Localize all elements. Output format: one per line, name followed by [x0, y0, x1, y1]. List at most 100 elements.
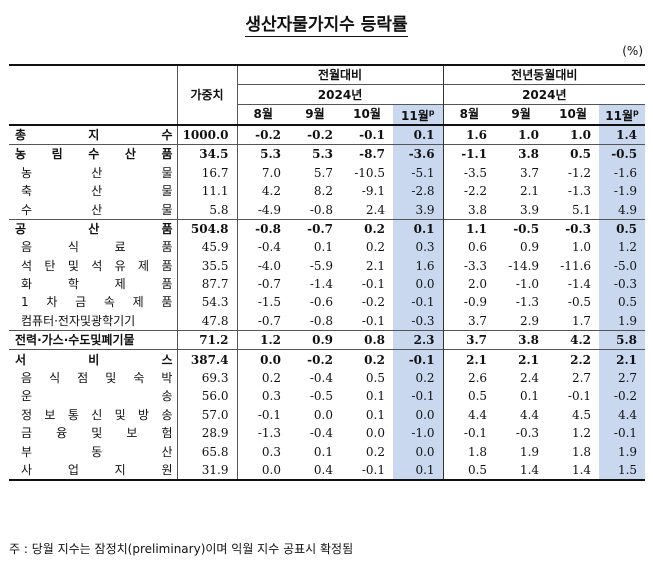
label-char: 탄	[44, 258, 56, 273]
table-row: 부 동 산 65.8 0.3 0.1 0.2 0.0 1.8 1.9 1.8 1.9	[9, 442, 646, 461]
yoy-cell: 1.9	[599, 311, 646, 331]
label-char: 융	[56, 426, 68, 441]
yoy-cell: 2.7	[571, 371, 592, 386]
label-char: 및	[114, 407, 126, 422]
yoy-cell: -0.2	[599, 387, 646, 406]
weight-cell: 69.3	[176, 368, 237, 388]
mom-cell: -0.1	[361, 313, 385, 328]
mom-cell: -4.9	[236, 200, 289, 220]
mom-cell: 0.0	[393, 274, 444, 294]
yoy-cell: 1.7	[571, 313, 592, 328]
yoy-cell: 2.6	[442, 368, 496, 388]
yoy-cell: 1.0	[547, 123, 600, 145]
mom-cell: 1.6	[393, 256, 444, 275]
label-char: 석	[91, 258, 103, 273]
mom-cell: -0.1	[236, 405, 289, 425]
yoy-cell: 0.5	[442, 460, 496, 482]
table-row: 사 업 지 원 31.9 0.0 0.4 -0.1 0.1 0.5 1.4 1.4 1.5	[9, 460, 646, 482]
label-char: 송	[161, 389, 173, 404]
yoy-cell: 0.5	[599, 293, 646, 312]
label-char: 1	[21, 295, 29, 310]
mom-cell: -0.8	[309, 202, 333, 217]
mom-cell: -5.1	[393, 163, 444, 182]
label-char: 제	[138, 258, 150, 273]
table-row: 전력·가스·수도및폐기물 71.2 1.2 0.9 0.8 2.3 3.7 3.8 4.2 5.8	[9, 330, 646, 350]
mom-cell: -0.2	[289, 349, 341, 369]
label-char: 산	[91, 184, 103, 199]
weight-cell: 56.0	[176, 387, 237, 406]
mom-month-current: 11월p	[393, 103, 444, 125]
weight-cell: 47.8	[176, 311, 237, 331]
yoy-cell: -0.1	[567, 389, 592, 404]
mom-cell: -0.4	[309, 371, 333, 386]
yoy-cell: -0.5	[599, 144, 646, 164]
yoy-cell: 4.5	[571, 407, 592, 422]
label-char: 제	[114, 277, 126, 292]
label-char: 축	[21, 184, 33, 199]
row-label-text: 전력·가스·수도및폐기물	[15, 332, 177, 348]
mom-cell: 0.0	[313, 407, 333, 422]
label-char: 금	[21, 426, 33, 441]
label-char: 부	[21, 444, 33, 459]
table-row: 운 송 56.0 0.3 -0.5 0.1 -0.1 0.5 0.1 -0.1 -0.2	[9, 387, 646, 406]
mom-cell: -0.6	[309, 295, 333, 310]
label-char: 점	[77, 371, 89, 386]
yoy-cell: 3.7	[442, 330, 496, 350]
table-row: 농 산 물 16.7 7.0 5.7 -10.5 -5.1 -3.5 3.7 -1.2 -1.6	[9, 163, 646, 182]
row-label: 컴퓨터·전자및광학기기	[9, 312, 177, 331]
yoy-cell: -0.3	[547, 218, 600, 239]
mom-cell: 4.2	[236, 181, 289, 201]
row-label-text: 컴퓨터·전자및광학기기	[21, 313, 177, 329]
label-char: 수	[88, 147, 100, 162]
yoy-cell: 4.2	[547, 330, 600, 350]
yoy-cell: 3.9	[519, 202, 540, 217]
label-char: 물	[161, 184, 173, 199]
mom-cell: -5.9	[309, 258, 333, 273]
yoy-cell: 1.4	[547, 460, 600, 482]
ppi-table: 가중치 전월대비 전년동월대비 2024년 2024년 8월 9월 10월 11…	[9, 64, 646, 482]
yoy-cell: -3.5	[442, 163, 496, 182]
weight-cell: 5.8	[176, 200, 237, 220]
label-char: 차	[46, 295, 58, 310]
mom-cell: -0.2	[361, 295, 385, 310]
mom-cell: -0.8	[309, 313, 333, 328]
table-row: 서 비 스 387.4 0.0 -0.2 0.2 -0.1 2.1 2.1 2.2 2.1	[9, 349, 646, 369]
yoy-cell: -1.0	[515, 277, 540, 292]
mom-cell: 2.3	[393, 330, 444, 350]
mom-cell: 0.0	[236, 460, 289, 482]
weight-cell: 11.1	[176, 181, 237, 201]
table-row: 수 산 물 5.8 -4.9 -0.8 2.4 3.9 3.8 3.9 5.1 4.9	[9, 200, 646, 220]
table-row: 화 학 제 품 87.7 -0.7 -1.4 -0.1 0.0 2.0 -1.0 -1.4 -0.3	[9, 274, 646, 294]
label-char: 화	[21, 277, 33, 292]
yoy-cell: -0.9	[442, 293, 496, 312]
yoy-cell: 4.4	[442, 405, 496, 425]
yoy-cell: 3.7	[519, 165, 540, 180]
mom-cell: 0.3	[236, 442, 289, 461]
label-char: 산	[161, 444, 173, 459]
mom-cell: -10.5	[354, 165, 385, 180]
yoy-cell: -2.2	[442, 181, 496, 201]
yoy-cell: -0.3	[599, 274, 646, 294]
label-char: 금	[75, 295, 87, 310]
label-char: 및	[105, 371, 117, 386]
yoy-cell: 2.1	[599, 349, 646, 369]
label-char: 지	[114, 463, 126, 477]
yoy-month: 9월	[495, 103, 548, 125]
mom-cell: 0.0	[365, 426, 385, 441]
mom-cell: 0.1	[365, 407, 385, 422]
yoy-cell: -3.3	[442, 256, 496, 275]
mom-cell: 0.4	[289, 460, 341, 482]
